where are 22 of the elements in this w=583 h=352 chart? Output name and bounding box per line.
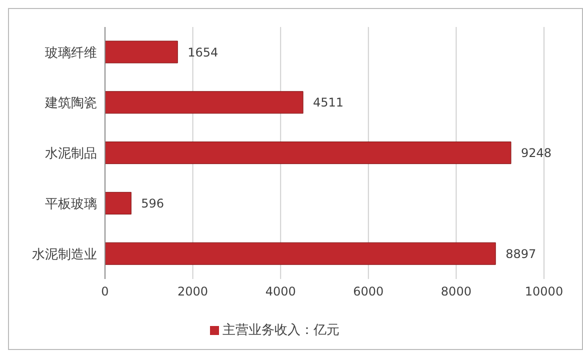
data-label: 596 (141, 196, 164, 210)
bar (105, 242, 496, 265)
x-tick-label: 8000 (440, 284, 472, 299)
x-tick-label: 0 (101, 284, 109, 299)
legend-label: 主营业务收入：亿元 (222, 323, 340, 338)
y-tick-label: 水泥制造业 (32, 247, 97, 262)
x-tick-label: 10000 (524, 284, 564, 299)
bar (105, 91, 304, 114)
bar (105, 192, 132, 214)
data-label: 8897 (506, 246, 536, 261)
bar (105, 142, 512, 164)
y-tick-label: 平板玻璃 (45, 197, 97, 212)
x-tick-label: 2000 (178, 284, 208, 299)
x-tick-label: 6000 (353, 284, 384, 299)
y-tick-label: 玻璃纤维 (45, 46, 97, 61)
bar (105, 40, 178, 64)
data-label: 4511 (313, 96, 344, 110)
y-tick-label: 水泥制品 (45, 146, 97, 162)
data-label: 9248 (520, 146, 552, 160)
x-tick-label: 4000 (265, 284, 296, 299)
y-tick-label: 建筑陶瓷 (44, 96, 97, 112)
data-label: 1654 (188, 45, 218, 60)
